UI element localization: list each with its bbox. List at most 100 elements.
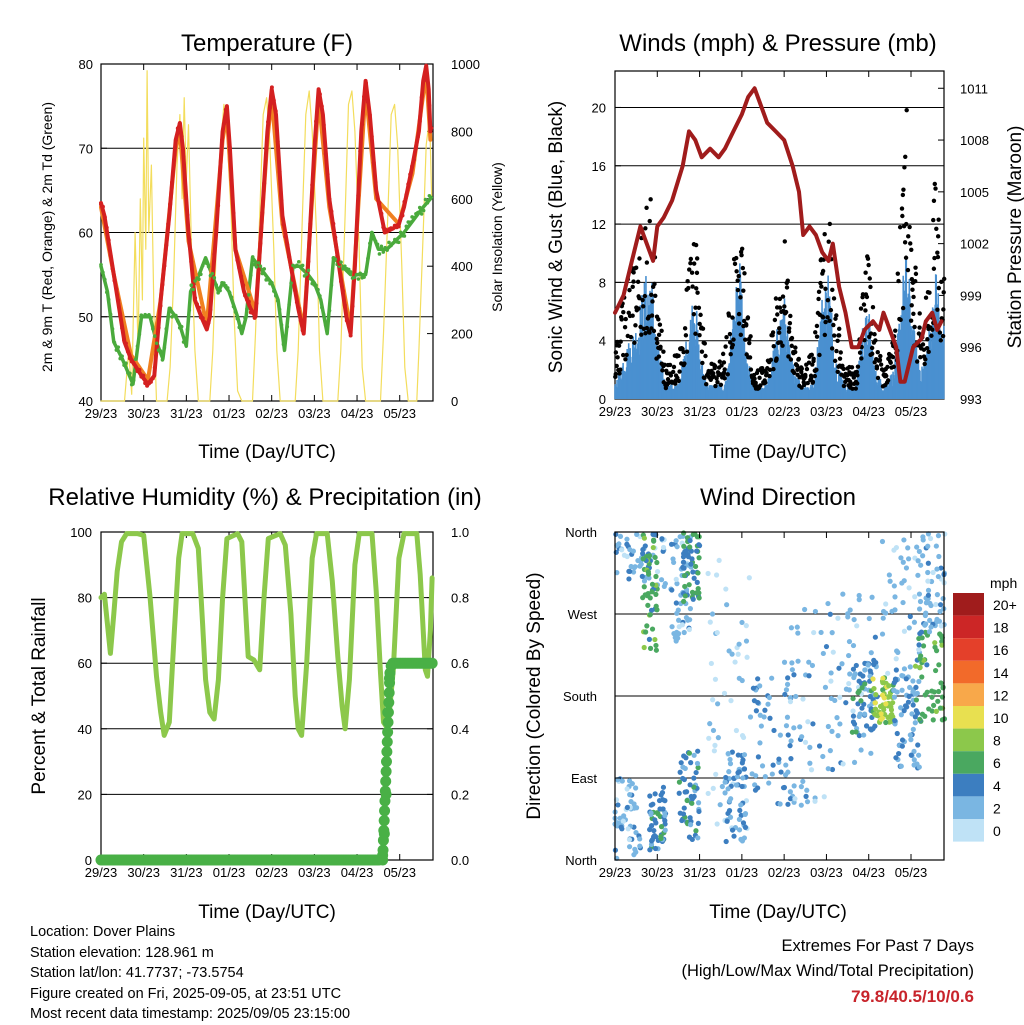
direction-point <box>689 589 696 595</box>
precip-point <box>383 687 395 699</box>
gust-point <box>902 165 907 170</box>
direction-point <box>644 623 650 629</box>
direction-point <box>683 615 690 621</box>
direction-point <box>835 733 841 739</box>
gust-point <box>857 350 863 355</box>
direction-point <box>825 723 831 730</box>
x-tick-label: 05/23 <box>383 406 416 421</box>
direction-point <box>800 778 806 785</box>
gust-point <box>647 330 652 335</box>
direction-point <box>649 589 655 595</box>
direction-point <box>920 534 926 540</box>
colorbar-label: 4 <box>993 778 1001 794</box>
dewpoint-point <box>233 310 238 314</box>
temp-point <box>364 81 369 86</box>
dewpoint-point <box>187 308 192 312</box>
gust-point <box>814 334 820 339</box>
direction-point <box>929 694 935 700</box>
direction-point <box>641 644 647 651</box>
dewpoint-point <box>333 257 338 262</box>
dewpoint-point <box>166 314 171 319</box>
x-tick-label: 29/23 <box>599 865 632 880</box>
gust-point <box>741 288 746 293</box>
direction-point <box>830 649 836 655</box>
direction-point <box>787 789 793 795</box>
x-tick-label: 04/23 <box>852 865 885 880</box>
direction-point <box>915 558 921 564</box>
direction-point <box>782 691 788 698</box>
colorbar-label: 20+ <box>993 597 1017 613</box>
direction-point <box>654 810 660 816</box>
direction-point <box>650 544 656 551</box>
direction-point <box>883 701 889 707</box>
direction-point <box>681 530 687 536</box>
direction-point <box>803 793 809 799</box>
direction-point <box>639 573 645 579</box>
dewpoint-point <box>118 356 123 361</box>
direction-point <box>916 642 922 648</box>
dewpoint-point <box>404 224 409 229</box>
direction-point <box>934 592 940 598</box>
temp-point <box>335 253 340 258</box>
x-tick-label: 30/23 <box>127 865 160 880</box>
direction-point <box>886 572 892 578</box>
gust-point <box>639 332 644 337</box>
gust-point <box>931 266 937 271</box>
dewpoint-point <box>314 283 318 288</box>
gust-point <box>835 369 840 375</box>
gust-point <box>811 356 816 361</box>
direction-point <box>695 586 701 592</box>
temp-point <box>221 121 226 126</box>
gust-point <box>825 315 830 320</box>
gust-point <box>825 297 831 303</box>
direction-point <box>696 808 702 815</box>
temp-point <box>260 210 265 215</box>
temp-point <box>358 149 363 154</box>
y-tick-label: 0 <box>85 853 92 868</box>
temp-2m-line <box>99 63 433 387</box>
gust-point <box>613 371 618 377</box>
direction-point <box>868 750 874 756</box>
gust-point <box>783 309 789 315</box>
dewpoint-point <box>129 382 134 387</box>
direction-point <box>899 743 905 749</box>
temp-9m-line <box>99 70 433 382</box>
gust-point <box>649 292 654 297</box>
temp-point <box>360 122 365 127</box>
gust-point <box>933 186 938 191</box>
temp-point <box>216 203 221 208</box>
gust-point <box>786 329 792 334</box>
gust-point <box>873 338 878 343</box>
direction-point <box>693 828 699 834</box>
direction-point <box>809 662 816 669</box>
direction-point <box>918 562 924 568</box>
temp-point <box>123 341 128 346</box>
direction-point <box>933 648 940 654</box>
direction-point <box>696 555 702 561</box>
direction-point <box>925 587 932 593</box>
gust-point <box>735 278 740 283</box>
direction-point <box>654 607 660 613</box>
direction-point <box>757 712 763 718</box>
direction-point <box>715 735 721 741</box>
dewpoint-point <box>364 270 368 274</box>
gust-point <box>835 338 840 344</box>
gust-point <box>930 327 935 332</box>
direction-point <box>712 676 719 682</box>
temp-point <box>415 135 420 140</box>
gust-point <box>799 366 804 371</box>
gust-point <box>775 312 780 317</box>
winds-pressure-panel: Winds (mph) & Pressure (mb) Time (Day/UT… <box>546 30 1024 463</box>
dewpoint-point <box>423 197 428 202</box>
direction-point <box>856 732 862 739</box>
x-tick-label: 02/23 <box>768 865 801 880</box>
gust-point <box>722 376 727 381</box>
direction-point <box>890 700 896 706</box>
gust-point <box>838 350 843 355</box>
gust-point <box>777 305 783 310</box>
gust-point <box>621 309 626 315</box>
temp-point <box>120 326 125 331</box>
direction-point <box>656 797 663 804</box>
direction-point <box>827 748 833 754</box>
colorbar-swatch <box>953 796 984 819</box>
